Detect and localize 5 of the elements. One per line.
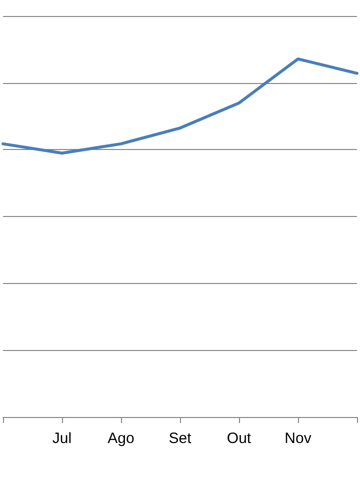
x-tick-label: Nov [284, 430, 312, 447]
x-tick-label: Set [168, 430, 192, 447]
x-tick-label: Jul [52, 430, 72, 447]
x-tick-label: Out [226, 430, 252, 447]
x-tick-label: Ago [108, 430, 134, 447]
